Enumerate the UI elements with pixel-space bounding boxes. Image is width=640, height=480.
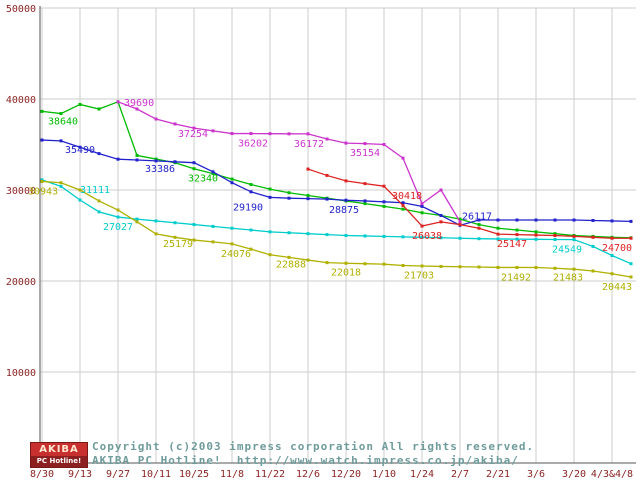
site-url-text: AKIBA PC Hotline! http://www.watch.impre… [92, 454, 519, 467]
svg-text:24076: 24076 [221, 249, 251, 260]
svg-text:29190: 29190 [233, 202, 263, 213]
svg-text:30000: 30000 [6, 186, 36, 197]
svg-text:28875: 28875 [329, 205, 359, 216]
akiba-logo: AKIBA PC Hotline! [30, 442, 88, 468]
svg-text:4/3&4/8: 4/3&4/8 [591, 469, 633, 480]
svg-text:40000: 40000 [6, 95, 36, 106]
svg-text:24549: 24549 [552, 245, 582, 256]
svg-text:3/6: 3/6 [527, 469, 545, 480]
svg-text:2/21: 2/21 [486, 469, 510, 480]
copyright-text: Copyright (c)2003 impress corporation Al… [92, 440, 535, 453]
svg-text:21483: 21483 [553, 273, 583, 284]
akiba-logo-title: AKIBA [31, 443, 87, 456]
svg-text:9/13: 9/13 [68, 469, 92, 480]
svg-text:22888: 22888 [276, 260, 306, 271]
svg-text:37254: 37254 [178, 129, 208, 140]
svg-text:35154: 35154 [350, 148, 380, 159]
svg-text:20000: 20000 [6, 277, 36, 288]
svg-text:30418: 30418 [392, 191, 422, 202]
svg-text:10/25: 10/25 [179, 469, 209, 480]
svg-text:9/27: 9/27 [106, 469, 130, 480]
svg-text:31111: 31111 [80, 185, 110, 196]
svg-text:3/20: 3/20 [562, 469, 586, 480]
svg-text:25147: 25147 [497, 239, 527, 250]
svg-text:21492: 21492 [501, 272, 531, 283]
svg-text:39690: 39690 [124, 98, 154, 109]
svg-text:1/24: 1/24 [410, 469, 434, 480]
svg-text:50000: 50000 [6, 4, 36, 15]
svg-text:35490: 35490 [65, 145, 95, 156]
svg-text:36172: 36172 [294, 139, 324, 150]
svg-text:2/7: 2/7 [451, 469, 469, 480]
svg-text:11/22: 11/22 [255, 469, 285, 480]
svg-text:32340: 32340 [188, 174, 218, 185]
svg-text:12/20: 12/20 [331, 469, 361, 480]
svg-text:26038: 26038 [412, 231, 442, 242]
svg-text:33386: 33386 [145, 164, 175, 175]
svg-text:22018: 22018 [331, 268, 361, 279]
svg-text:38640: 38640 [48, 116, 78, 127]
svg-text:30943: 30943 [28, 186, 58, 197]
akiba-logo-subtitle: PC Hotline! [31, 456, 87, 467]
svg-text:11/8: 11/8 [220, 469, 244, 480]
svg-text:12/6: 12/6 [296, 469, 320, 480]
svg-text:8/30: 8/30 [30, 469, 54, 480]
svg-text:24700: 24700 [602, 243, 632, 254]
svg-text:27027: 27027 [103, 222, 133, 233]
svg-text:1/10: 1/10 [372, 469, 396, 480]
svg-text:20443: 20443 [602, 282, 632, 293]
svg-text:36202: 36202 [238, 139, 268, 150]
svg-text:26117: 26117 [462, 211, 492, 222]
svg-text:10000: 10000 [6, 368, 36, 379]
svg-text:10/11: 10/11 [141, 469, 171, 480]
svg-text:21703: 21703 [404, 271, 434, 282]
svg-text:25179: 25179 [163, 239, 193, 250]
